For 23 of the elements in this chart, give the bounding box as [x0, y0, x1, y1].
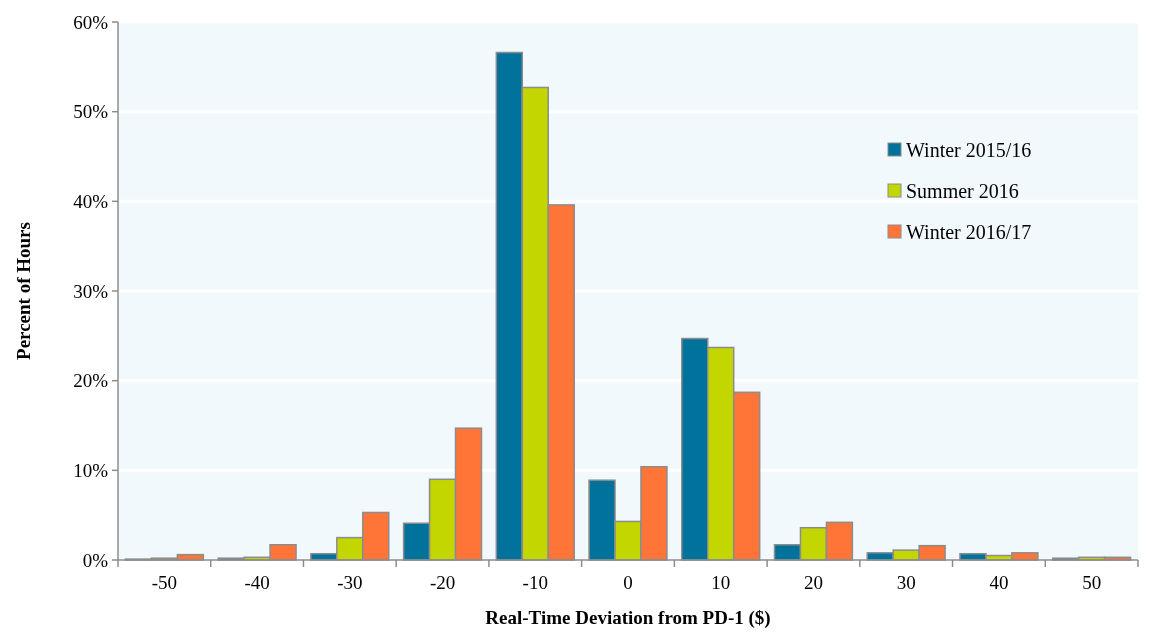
x-tick-label: -40	[244, 572, 270, 593]
x-tick-label: -30	[337, 572, 363, 593]
x-tick-label: 10	[711, 572, 731, 593]
y-tick-label: 20%	[73, 370, 109, 392]
legend-label: Summer 2016	[906, 180, 1019, 202]
x-tick-label: 0	[623, 572, 633, 593]
y-axis-title: Percent of Hours	[13, 222, 34, 360]
y-tick-label: 10%	[73, 459, 109, 481]
y-tick-label: 30%	[73, 280, 109, 302]
legend-label: Winter 2016/17	[906, 221, 1032, 243]
x-tick-label: -50	[151, 572, 178, 593]
x-tick-label: -10	[522, 572, 548, 593]
y-tick-label: 40%	[73, 190, 109, 212]
x-tick-label: 50	[1082, 572, 1102, 593]
x-tick-label: 20	[803, 572, 823, 593]
x-axis-title: Real-Time Deviation from PD-1 ($)	[485, 607, 771, 629]
x-tick-label: -20	[429, 572, 456, 593]
legend-label: Winter 2015/16	[906, 139, 1032, 161]
x-tick-label: 30	[896, 572, 916, 593]
y-tick-label: 50%	[73, 101, 109, 123]
y-tick-label: 60%	[73, 11, 109, 33]
y-tick-label: 0%	[82, 549, 109, 571]
x-tick-label: 40	[989, 572, 1009, 593]
